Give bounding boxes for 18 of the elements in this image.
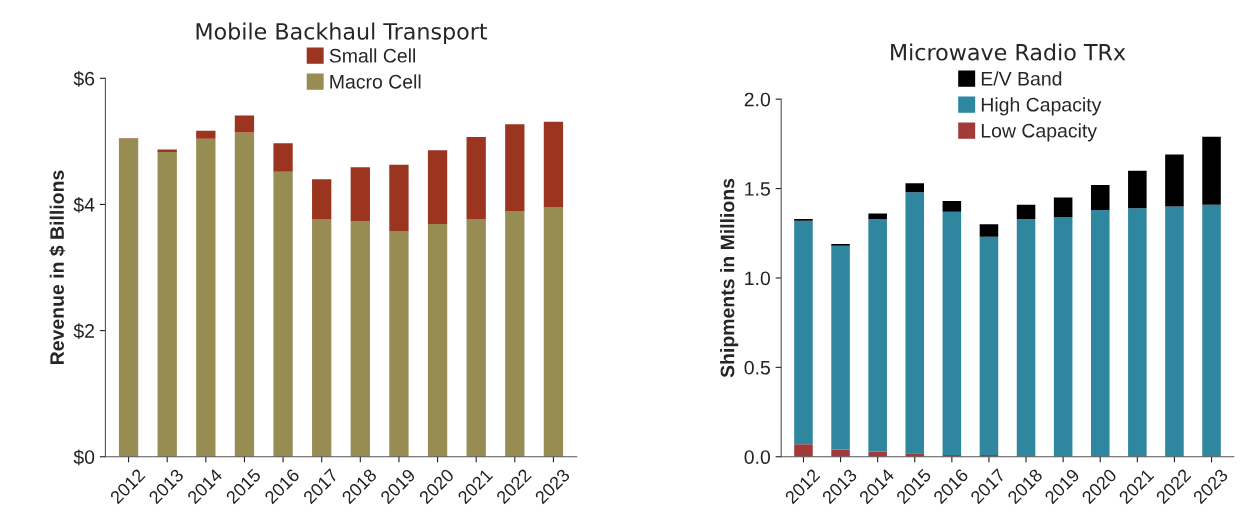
y-tick-label: 1.5 — [745, 182, 770, 196]
chart-title: Microwave Radio TRx — [891, 43, 1126, 61]
legend-label: Macro Cell — [330, 74, 421, 89]
legend-label: Low Capacity — [981, 123, 1097, 142]
y-axis-title: Revenue in $ Billions — [49, 170, 66, 364]
y-tick-label: 0.0 — [744, 450, 771, 464]
legend-label: High Capacity — [981, 97, 1102, 116]
legend-label: E/V Band — [981, 71, 1062, 86]
legend-label: Small Cell — [329, 48, 416, 63]
y-tick-label: $2 — [73, 323, 95, 339]
y-tick-label: $6 — [73, 70, 95, 87]
y-tick-label: $4 — [73, 197, 95, 213]
y-tick-label: $0 — [73, 449, 95, 466]
chart-title: Mobile Backhaul Transport — [196, 22, 488, 45]
y-tick-label: 1.0 — [745, 271, 771, 286]
y-axis-title: Shipments in Millions — [720, 178, 739, 378]
y-tick-label: 2.0 — [744, 92, 771, 107]
y-tick-label: 0.5 — [744, 360, 770, 375]
